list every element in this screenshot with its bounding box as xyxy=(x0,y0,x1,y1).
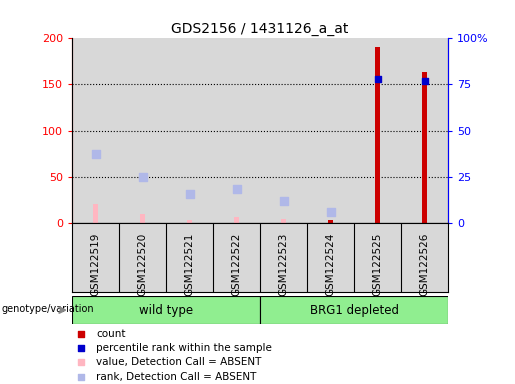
Text: percentile rank within the sample: percentile rank within the sample xyxy=(96,343,272,353)
Bar xyxy=(166,38,213,223)
Bar xyxy=(72,38,119,223)
Bar xyxy=(307,38,354,223)
Text: rank, Detection Call = ABSENT: rank, Detection Call = ABSENT xyxy=(96,372,256,382)
Text: GSM122521: GSM122521 xyxy=(184,233,195,296)
Text: GSM122523: GSM122523 xyxy=(279,233,288,296)
Bar xyxy=(234,217,239,223)
Bar xyxy=(119,38,166,223)
Text: wild type: wild type xyxy=(139,304,193,316)
Text: GSM122519: GSM122519 xyxy=(91,233,100,296)
Point xyxy=(373,76,382,82)
Bar xyxy=(375,47,381,223)
Text: genotype/variation: genotype/variation xyxy=(2,304,94,314)
FancyBboxPatch shape xyxy=(72,296,260,324)
FancyBboxPatch shape xyxy=(260,296,448,324)
Bar xyxy=(401,38,448,223)
Text: BRG1 depleted: BRG1 depleted xyxy=(310,304,399,316)
Bar xyxy=(328,220,333,223)
Point xyxy=(420,78,428,84)
Point xyxy=(77,345,85,351)
Bar xyxy=(93,204,98,223)
Bar xyxy=(187,220,193,223)
Bar xyxy=(260,38,307,223)
Title: GDS2156 / 1431126_a_at: GDS2156 / 1431126_a_at xyxy=(171,22,349,36)
Bar xyxy=(281,219,286,223)
Bar xyxy=(213,38,260,223)
Point xyxy=(92,151,100,157)
Point xyxy=(77,331,85,337)
Text: value, Detection Call = ABSENT: value, Detection Call = ABSENT xyxy=(96,358,262,367)
Text: GSM122526: GSM122526 xyxy=(420,233,430,296)
Point xyxy=(327,209,335,215)
Text: GSM122522: GSM122522 xyxy=(232,233,242,296)
Bar xyxy=(354,38,401,223)
Point xyxy=(77,374,85,380)
Point xyxy=(77,359,85,366)
Bar xyxy=(422,73,427,223)
Point xyxy=(232,185,241,192)
Text: GSM122520: GSM122520 xyxy=(138,233,148,296)
Point xyxy=(185,191,194,197)
Point xyxy=(280,197,288,204)
Point xyxy=(139,174,147,180)
Text: GSM122524: GSM122524 xyxy=(325,233,336,296)
Text: count: count xyxy=(96,329,126,339)
Bar xyxy=(140,214,145,223)
Text: GSM122525: GSM122525 xyxy=(372,233,383,296)
